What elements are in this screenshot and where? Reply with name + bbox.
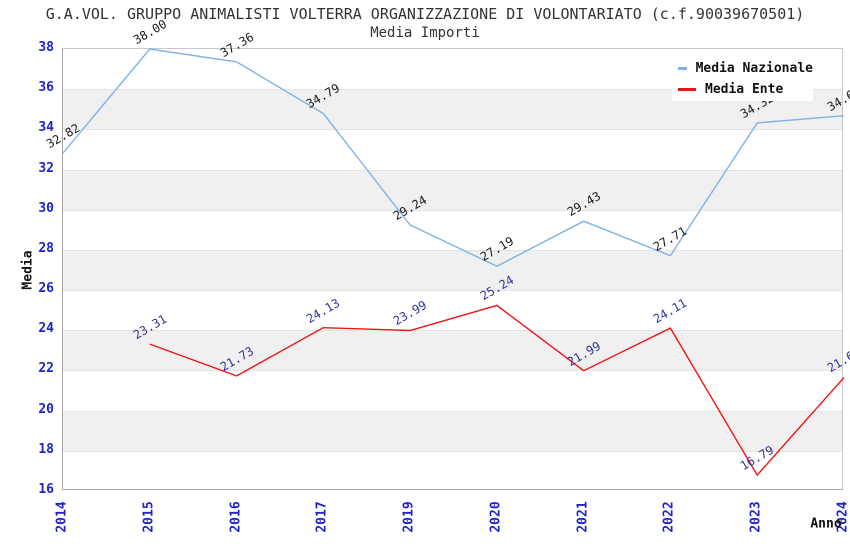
y-tick-label: 28 [38, 240, 54, 256]
legend-line-swatch [678, 88, 696, 91]
series-lines [62, 48, 845, 477]
y-tick-label: 22 [38, 361, 54, 377]
legend-item: Media Nazionale [678, 58, 813, 79]
x-tick-label: 2014 [54, 501, 70, 533]
gridline [63, 89, 842, 91]
gridline [63, 450, 842, 452]
x-tick-label: 2020 [488, 501, 504, 533]
legend-label: Media Nazionale [695, 61, 813, 76]
y-axis-title: Media [20, 250, 36, 290]
plot-area: 32.82 38.00 37.36 34.79 29.24 27.19 29.43 27.71… [44, 17, 850, 490]
y-tick-label: 34 [38, 120, 54, 136]
gridline [63, 169, 842, 171]
gridline [63, 410, 842, 412]
gridline [63, 209, 842, 211]
y-tick-label: 20 [38, 401, 54, 417]
background-stripe [63, 169, 842, 210]
background-stripe [63, 330, 842, 371]
y-tick-label: 24 [38, 321, 54, 337]
chart-title: G.A.VOL. GRUPPO ANIMALISTI VOLTERRA ORGA… [45, 5, 805, 23]
y-tick-label: 32 [38, 160, 54, 176]
y-tick-label: 30 [38, 200, 54, 216]
legend-label: Media Ente [705, 82, 784, 97]
chart-subtitle: Media Importi [370, 25, 480, 41]
x-tick-label: 2017 [314, 501, 330, 533]
gridline [63, 330, 842, 332]
y-tick-label: 16 [38, 482, 54, 497]
x-tick-label: 2021 [575, 501, 591, 533]
series-line-media-ente [149, 304, 845, 477]
x-tick-label: 2015 [141, 501, 157, 533]
y-tick-label: 36 [38, 80, 54, 96]
y-tick-label: 26 [38, 281, 54, 297]
x-tick-label: 2016 [228, 501, 244, 533]
series-line-media-nazionale [62, 48, 845, 267]
gridline [63, 249, 842, 251]
legend-item: Media Ente [678, 79, 813, 100]
y-tick-label: 38 [38, 40, 54, 55]
x-tick-label: 2023 [748, 501, 764, 533]
background-stripe [63, 249, 842, 291]
x-tick-label: 2022 [661, 501, 677, 533]
legend-line-swatch [678, 67, 687, 70]
x-axis-title: Anno [810, 516, 842, 532]
background-stripe [63, 410, 842, 451]
gridline [63, 290, 842, 292]
x-tick-label: 2019 [401, 501, 417, 533]
gridline [63, 129, 842, 131]
y-tick-label: 18 [38, 441, 54, 457]
legend: Media Nazionale Media Ente [672, 53, 813, 101]
gridline [63, 370, 842, 372]
